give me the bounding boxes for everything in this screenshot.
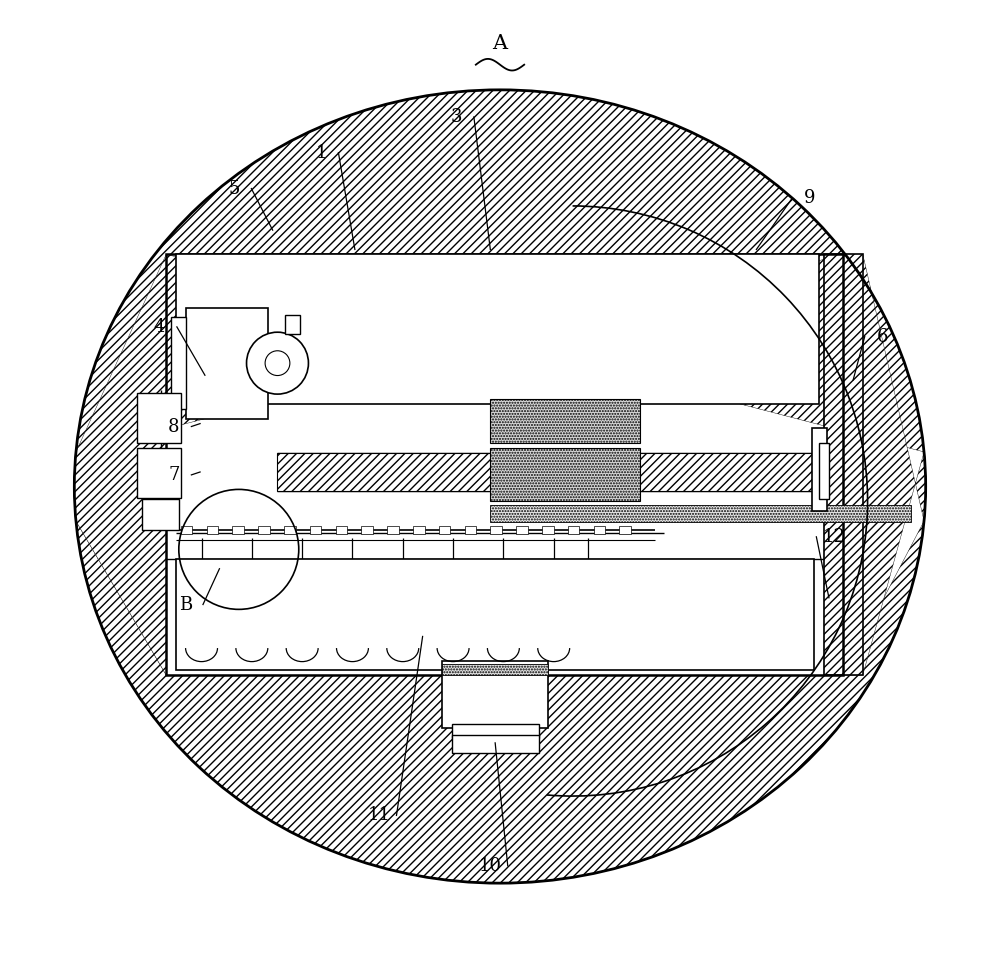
Bar bbox=[413, 525, 425, 534]
Bar bbox=[181, 525, 192, 534]
Bar bbox=[258, 525, 270, 534]
Bar bbox=[336, 525, 347, 534]
Bar bbox=[285, 315, 300, 334]
Bar bbox=[387, 525, 399, 534]
Text: 12: 12 bbox=[822, 527, 845, 546]
Bar bbox=[619, 525, 631, 534]
Text: 8: 8 bbox=[168, 417, 180, 436]
Text: 6: 6 bbox=[876, 328, 888, 345]
Bar bbox=[137, 448, 181, 498]
Bar bbox=[284, 525, 296, 534]
Text: 11: 11 bbox=[368, 807, 391, 824]
Text: 10: 10 bbox=[479, 857, 502, 875]
Text: 9: 9 bbox=[804, 189, 815, 207]
Polygon shape bbox=[76, 522, 924, 883]
Polygon shape bbox=[74, 254, 166, 675]
Polygon shape bbox=[277, 452, 824, 491]
Bar bbox=[490, 525, 502, 534]
Polygon shape bbox=[76, 90, 924, 451]
Bar bbox=[310, 525, 321, 534]
Bar bbox=[819, 443, 829, 499]
Bar bbox=[439, 525, 450, 534]
Text: 7: 7 bbox=[168, 466, 180, 484]
Bar bbox=[452, 736, 539, 752]
Bar bbox=[442, 664, 548, 675]
Bar bbox=[166, 254, 843, 675]
Text: A: A bbox=[492, 34, 508, 53]
Bar bbox=[186, 307, 268, 418]
Bar bbox=[465, 525, 476, 534]
Bar bbox=[824, 254, 863, 675]
Bar bbox=[568, 525, 579, 534]
Bar bbox=[490, 400, 640, 443]
Bar bbox=[442, 661, 548, 729]
Ellipse shape bbox=[74, 90, 926, 883]
Bar bbox=[176, 254, 819, 404]
Bar bbox=[176, 559, 814, 670]
Polygon shape bbox=[824, 254, 926, 675]
Bar bbox=[516, 525, 528, 534]
Bar bbox=[361, 525, 373, 534]
Bar bbox=[542, 525, 554, 534]
Bar bbox=[171, 317, 186, 409]
Text: 1: 1 bbox=[315, 144, 327, 162]
Text: B: B bbox=[179, 595, 192, 614]
Circle shape bbox=[265, 351, 290, 376]
Bar bbox=[490, 505, 911, 523]
Circle shape bbox=[247, 332, 308, 394]
Text: 5: 5 bbox=[228, 180, 240, 198]
Bar bbox=[142, 499, 179, 530]
Text: 4: 4 bbox=[154, 318, 165, 336]
Bar bbox=[207, 525, 218, 534]
Bar bbox=[452, 724, 539, 739]
Bar bbox=[137, 393, 181, 443]
Polygon shape bbox=[76, 90, 924, 451]
Bar bbox=[232, 525, 244, 534]
Text: 3: 3 bbox=[451, 108, 462, 126]
Bar bbox=[594, 525, 605, 534]
Bar bbox=[812, 428, 827, 511]
Bar bbox=[490, 448, 640, 501]
